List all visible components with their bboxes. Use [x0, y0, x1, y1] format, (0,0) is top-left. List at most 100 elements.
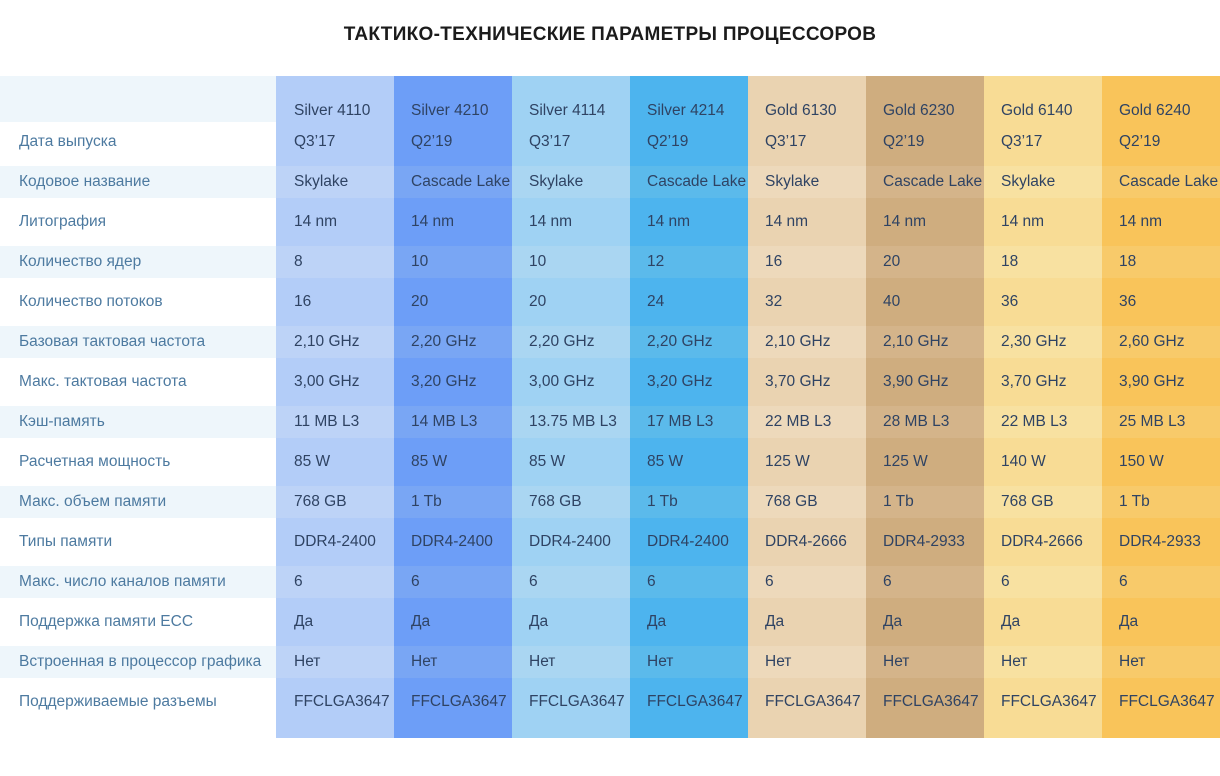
- table-cell: 28 MB L3: [883, 413, 950, 430]
- table-cell: Cascade Lake: [883, 173, 983, 190]
- table-cell: Skylake: [765, 173, 820, 190]
- column-stripe: [276, 646, 394, 678]
- table-cell: 125 W: [883, 453, 928, 470]
- table-cell: DDR4-2400: [294, 533, 376, 550]
- table-cell: 1 Tb: [647, 493, 678, 510]
- column-stripe: [866, 566, 984, 598]
- column-stripe: [630, 646, 748, 678]
- column-stripe: [984, 166, 1102, 198]
- column-stripe: [866, 646, 984, 678]
- column-stripe: [630, 246, 748, 278]
- table-cell: 3,70 GHz: [1001, 373, 1067, 390]
- table-cell: 13.75 MB L3: [529, 413, 617, 430]
- table-cell: 14 nm: [883, 213, 927, 230]
- table-cell: FFCLGA3647: [1119, 693, 1215, 710]
- table-cell: FFCLGA3647: [883, 693, 979, 710]
- table-cell: Да: [1001, 613, 1021, 630]
- table-cell: Да: [1119, 613, 1139, 630]
- column-stripe: [748, 326, 866, 358]
- table-cell: 18: [1119, 253, 1137, 270]
- column-stripe: [512, 326, 630, 358]
- table-cell: 14 MB L3: [411, 413, 478, 430]
- table-cell: 20: [411, 293, 429, 310]
- table-cell: 8: [294, 253, 303, 270]
- table-cell: 85 W: [294, 453, 331, 470]
- column-stripe: [512, 566, 630, 598]
- table-cell: Да: [411, 613, 431, 630]
- table-cell: Cascade Lake: [1119, 173, 1219, 190]
- column-stripe: [630, 406, 748, 438]
- table-cell: 1 Tb: [1119, 493, 1150, 510]
- column-stripe: [394, 566, 512, 598]
- table-cell: 14 nm: [1001, 213, 1045, 230]
- column-header: Gold 6140: [1001, 102, 1073, 119]
- table-cell: 17 MB L3: [647, 413, 714, 430]
- column-header: Gold 6240: [1119, 102, 1191, 119]
- column-stripe: [512, 646, 630, 678]
- row-label: Количество потоков: [19, 293, 163, 310]
- table-cell: 12: [647, 253, 665, 270]
- table-cell: Нет: [765, 653, 792, 670]
- table-cell: 14 nm: [647, 213, 691, 230]
- column-stripe: [1102, 486, 1220, 518]
- table-cell: Cascade Lake: [411, 173, 511, 190]
- table-cell: 14 nm: [411, 213, 455, 230]
- column-stripe: [512, 486, 630, 518]
- column-stripe: [276, 246, 394, 278]
- column-stripe: [512, 246, 630, 278]
- row-label: Литография: [19, 213, 107, 230]
- table-cell: DDR4-2400: [647, 533, 729, 550]
- table-cell: Cascade Lake: [647, 173, 747, 190]
- table-cell: 6: [1001, 573, 1010, 590]
- row-label: Расчетная мощность: [19, 453, 171, 470]
- table-cell: 150 W: [1119, 453, 1164, 470]
- table-cell: 25 MB L3: [1119, 413, 1186, 430]
- column-stripe: [276, 566, 394, 598]
- column-stripe: [748, 566, 866, 598]
- column-stripe: [866, 326, 984, 358]
- column-stripe: [630, 326, 748, 358]
- table-cell: 2,10 GHz: [765, 333, 831, 350]
- table-cell: 768 GB: [765, 493, 818, 510]
- column-stripe: [984, 246, 1102, 278]
- column-stripe: [748, 166, 866, 198]
- table-cell: DDR4-2400: [529, 533, 611, 550]
- column-stripe: [630, 166, 748, 198]
- column-header: Silver 4110: [294, 102, 371, 119]
- column-stripe: [866, 486, 984, 518]
- row-label: Базовая тактовая частота: [19, 333, 206, 350]
- column-stripe: [630, 566, 748, 598]
- table-cell: Нет: [883, 653, 910, 670]
- table-cell: DDR4-2933: [883, 533, 965, 550]
- table-cell: 3,20 GHz: [411, 373, 477, 390]
- column-stripe: [394, 646, 512, 678]
- table-cell: 1 Tb: [883, 493, 914, 510]
- column-stripe: [512, 406, 630, 438]
- row-label: Поддерживаемые разъемы: [19, 693, 217, 710]
- row-label: Типы памяти: [19, 533, 113, 550]
- table-cell: 20: [529, 293, 547, 310]
- table-cell: 11 MB L3: [294, 413, 360, 430]
- table-cell: Нет: [411, 653, 438, 670]
- table-cell: Q2’19: [647, 133, 689, 150]
- table-cell: DDR4-2666: [765, 533, 847, 550]
- table-cell: 3,90 GHz: [1119, 373, 1185, 390]
- table-cell: 14 nm: [1119, 213, 1163, 230]
- table-cell: 22 MB L3: [765, 413, 832, 430]
- table-cell: Skylake: [1001, 173, 1056, 190]
- table-cell: FFCLGA3647: [411, 693, 507, 710]
- column-stripe: [748, 406, 866, 438]
- column-stripe: [748, 646, 866, 678]
- column-stripe: [866, 166, 984, 198]
- column-stripe: [984, 326, 1102, 358]
- column-stripe: [630, 486, 748, 518]
- column-stripe: [984, 566, 1102, 598]
- column-stripe: [394, 406, 512, 438]
- table-cell: Да: [529, 613, 549, 630]
- column-stripe: [1102, 566, 1220, 598]
- table-cell: 32: [765, 293, 783, 310]
- column-stripe: [1102, 406, 1220, 438]
- table-cell: 6: [765, 573, 774, 590]
- table-cell: 140 W: [1001, 453, 1046, 470]
- column-stripe: [1102, 646, 1220, 678]
